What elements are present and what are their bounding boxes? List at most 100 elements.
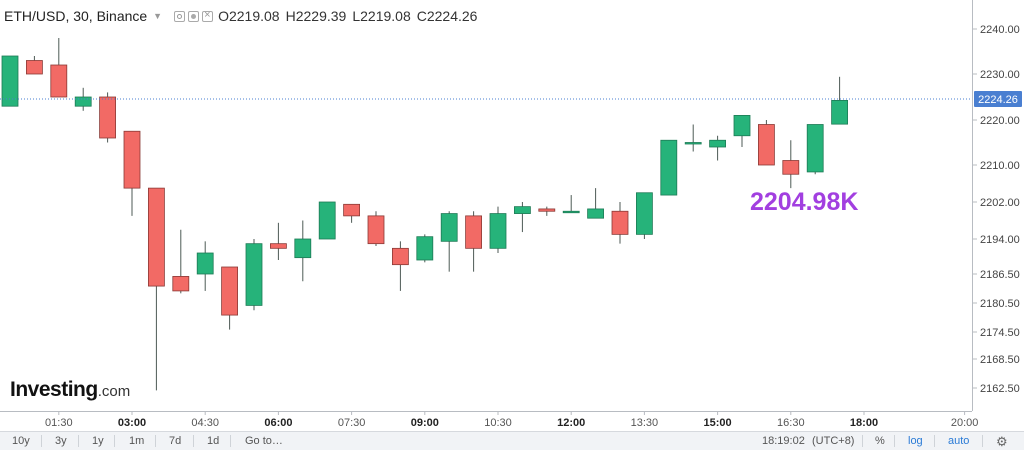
- candle[interactable]: [733, 115, 751, 147]
- candle[interactable]: [343, 203, 361, 223]
- candle-body-down: [758, 124, 775, 166]
- x-tick-label: 01:30: [45, 417, 73, 429]
- candle[interactable]: [831, 76, 848, 125]
- goto-button[interactable]: Go to…: [245, 435, 283, 447]
- candle[interactable]: [99, 92, 116, 143]
- y-tick-label: 2186.50: [980, 269, 1020, 281]
- candle[interactable]: [221, 266, 239, 330]
- candle-body-up: [318, 201, 336, 240]
- percent-toggle[interactable]: %: [875, 435, 885, 447]
- candle-body-down: [123, 130, 141, 189]
- candle-body-up: [831, 100, 848, 125]
- close-value: 2224.26: [426, 8, 478, 24]
- candle[interactable]: [172, 229, 190, 294]
- candle-body-up: [709, 139, 726, 148]
- close-label: C: [416, 8, 427, 24]
- candle-body-up: [562, 210, 580, 214]
- y-tick-label: 2202.00: [980, 197, 1020, 209]
- candle[interactable]: [489, 206, 507, 253]
- candle[interactable]: [709, 135, 726, 161]
- candle-body-up: [660, 139, 678, 196]
- clock-time: 18:19:02: [762, 435, 805, 447]
- candle[interactable]: [514, 202, 531, 233]
- gear-icon[interactable]: ⚙: [996, 434, 1008, 449]
- candles: [1, 38, 848, 391]
- candle-body-down: [269, 243, 287, 249]
- low-value: 2219.08: [360, 8, 411, 24]
- range-button-3y[interactable]: 3y: [55, 435, 67, 447]
- candle-body-down: [25, 60, 43, 75]
- candle[interactable]: [782, 140, 800, 189]
- log-toggle[interactable]: log: [908, 435, 923, 447]
- investing-logo: Investing.com: [10, 378, 130, 402]
- eye-icon[interactable]: [174, 10, 186, 22]
- bottom-toolbar: 10y 3y 1y 1m 7d 1d Go to… 18:19:02 (UTC+…: [0, 431, 1024, 450]
- range-button-7d[interactable]: 7d: [169, 435, 182, 447]
- logo-domain: .com: [97, 383, 131, 400]
- time-axis: 01:30 03:00 04:30 06:00 07:30 09:00 10:30 12:00…: [45, 411, 978, 429]
- y-tick-label: 2162.50: [980, 383, 1020, 395]
- candle[interactable]: [587, 188, 604, 219]
- candle-body-down: [343, 203, 361, 217]
- candle[interactable]: [465, 211, 483, 272]
- range-button-10y[interactable]: 10y: [12, 435, 30, 447]
- range-button-1y[interactable]: 1y: [92, 435, 104, 447]
- candle[interactable]: [806, 124, 824, 175]
- toolbar-divider: [894, 435, 895, 447]
- annotation-text: 2204.98K: [750, 188, 859, 216]
- candle-body-down: [538, 208, 556, 212]
- last-price-label: 2224.26: [978, 94, 1018, 106]
- candle-body-down: [391, 247, 409, 266]
- candle[interactable]: [367, 211, 385, 246]
- candle[interactable]: [758, 120, 775, 166]
- price-chart[interactable]: 2240.00 2230.00 2220.00 2210.00 2202.00 2194.…: [0, 0, 1024, 431]
- candle-body-up: [1, 55, 19, 107]
- candle[interactable]: [1, 55, 19, 107]
- x-tick-label: 12:00: [557, 417, 585, 429]
- chevron-down-icon[interactable]: ▼: [153, 11, 163, 21]
- candle[interactable]: [245, 239, 263, 311]
- candle[interactable]: [611, 202, 629, 244]
- candle[interactable]: [74, 87, 92, 111]
- candle-body-up: [489, 213, 507, 249]
- candle[interactable]: [416, 234, 434, 263]
- last-price-tag: 2224.26: [974, 91, 1022, 107]
- close-icon[interactable]: [202, 9, 214, 22]
- candle[interactable]: [294, 220, 312, 282]
- candle[interactable]: [50, 38, 68, 98]
- range-button-1m[interactable]: 1m: [129, 435, 145, 447]
- candle[interactable]: [660, 139, 678, 196]
- y-tick-label: 2194.00: [980, 234, 1020, 246]
- candle-body-up: [196, 252, 214, 275]
- candle[interactable]: [391, 241, 409, 291]
- range-button-1d[interactable]: 1d: [207, 435, 220, 447]
- candle[interactable]: [123, 130, 141, 216]
- candle-body-down: [611, 210, 629, 235]
- candle[interactable]: [318, 201, 336, 240]
- x-tick-label: 04:30: [191, 417, 219, 429]
- y-tick-label: 2174.50: [980, 327, 1020, 339]
- y-tick-label: 2180.50: [980, 298, 1020, 310]
- candle[interactable]: [147, 187, 165, 391]
- symbol-label[interactable]: ETH/USD, 30, Binance: [4, 8, 148, 24]
- candle-body-down: [50, 64, 68, 98]
- auto-toggle[interactable]: auto: [948, 435, 970, 447]
- candle-body-up: [806, 124, 824, 173]
- timezone-button[interactable]: (UTC+8): [812, 435, 855, 447]
- x-tick-label: 10:30: [484, 417, 512, 429]
- settings-icon[interactable]: [188, 10, 200, 22]
- candle[interactable]: [538, 206, 556, 216]
- candle[interactable]: [636, 192, 653, 239]
- toolbar-divider: [193, 435, 194, 447]
- x-tick-label: 15:00: [704, 417, 732, 429]
- candle[interactable]: [562, 195, 580, 214]
- candle-body-down: [172, 276, 190, 292]
- candle[interactable]: [440, 211, 458, 272]
- candle[interactable]: [25, 56, 43, 75]
- candle[interactable]: [269, 222, 287, 260]
- candle[interactable]: [196, 241, 214, 291]
- candle-body-up: [294, 238, 312, 259]
- candle[interactable]: [684, 124, 702, 152]
- high-value: 2229.39: [295, 8, 347, 24]
